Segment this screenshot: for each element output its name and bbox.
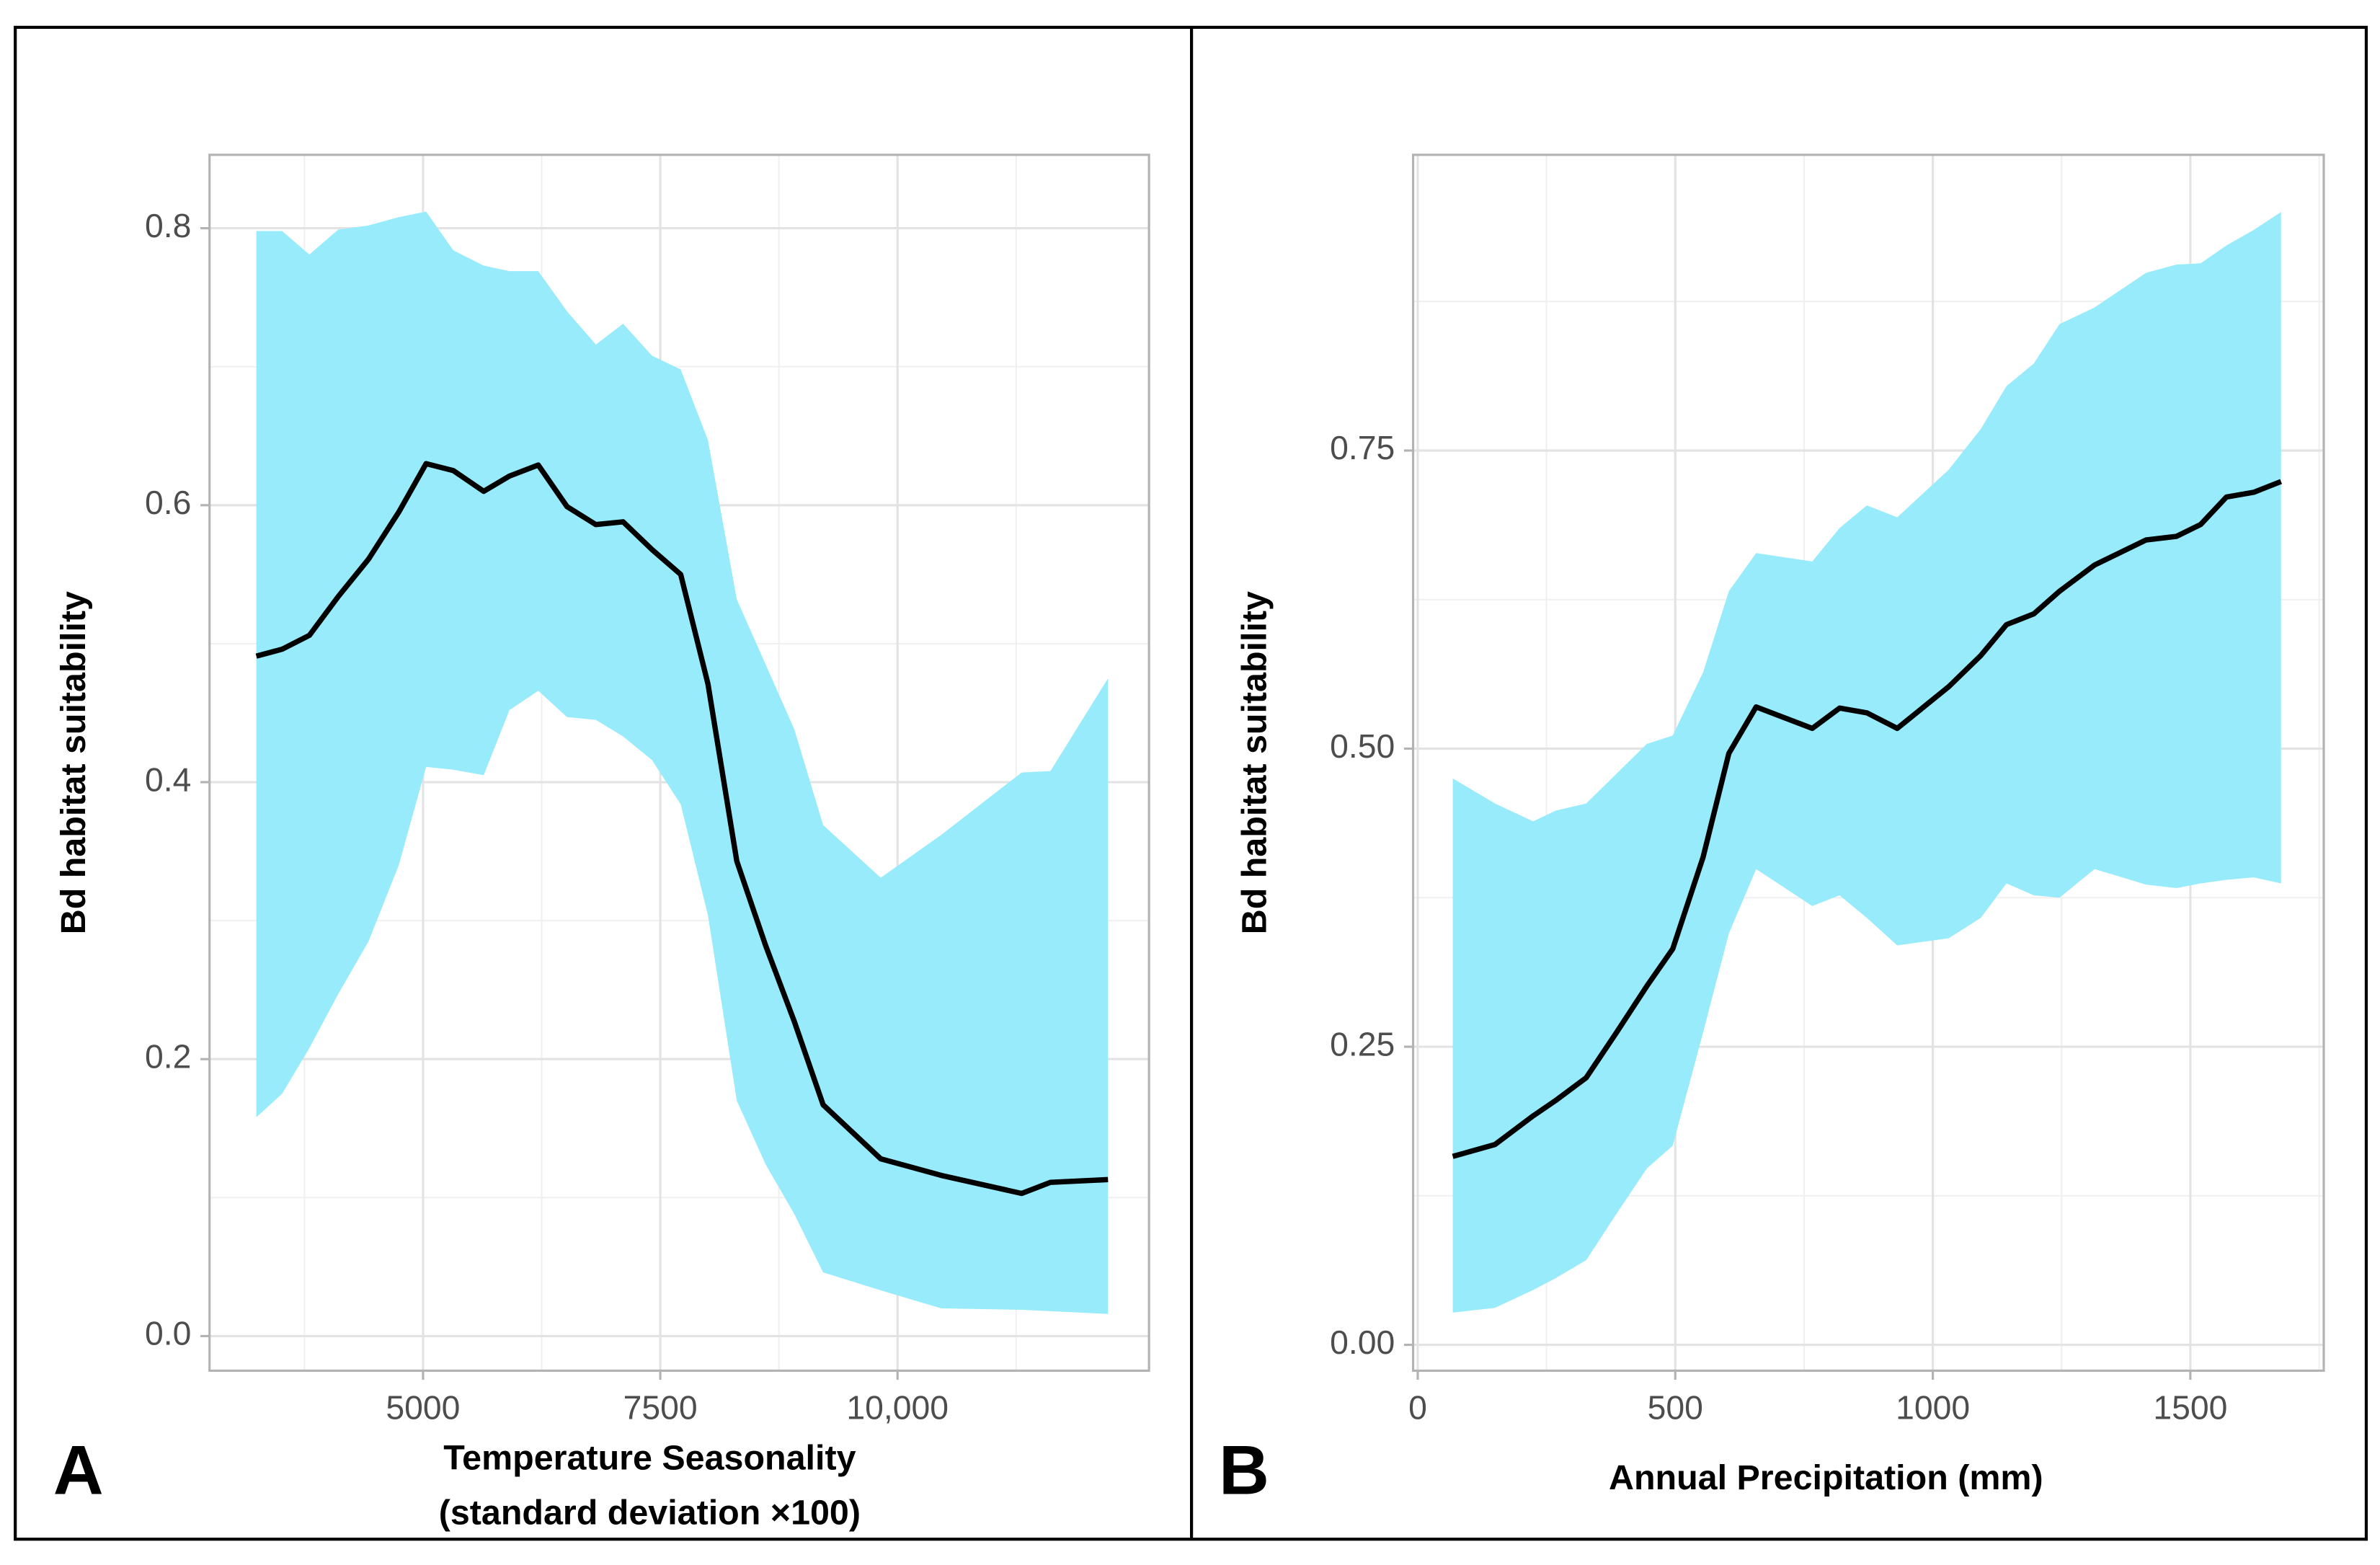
x-axis-title: (standard deviation ×100): [439, 1493, 861, 1532]
y-tick-label: 0.75: [1330, 429, 1395, 466]
confidence-band: [1452, 212, 2281, 1313]
y-tick-label: 0.50: [1330, 727, 1395, 765]
mean-line: [255, 461, 1109, 1197]
y-tick-label: 0.4: [145, 761, 191, 798]
y-tick-label: 0.6: [145, 484, 191, 521]
x-tick-label: 0: [1408, 1388, 1427, 1426]
x-tick-label: 1000: [1896, 1388, 1970, 1426]
y-tick-label: 0.0: [145, 1315, 191, 1352]
x-tick-label: 1500: [2153, 1388, 2227, 1426]
panel-label: A: [53, 1430, 104, 1509]
x-tick-label: 5000: [386, 1388, 460, 1426]
x-axis-title: Annual Precipitation (mm): [1609, 1458, 2043, 1497]
mean-line: [1452, 479, 2283, 1159]
x-axis-title: Temperature Seasonality: [443, 1439, 856, 1478]
confidence-band: [256, 211, 1109, 1314]
plot-border: [208, 154, 1150, 1373]
y-axis-title: Bd habitat suitability: [1235, 591, 1274, 934]
y-tick-label: 0.2: [145, 1037, 191, 1075]
y-tick-label: 0.00: [1330, 1324, 1395, 1361]
y-axis-title: Bd habitat suitability: [54, 591, 93, 934]
y-tick-label: 0.8: [145, 207, 191, 244]
plot-border: [1411, 154, 2325, 1373]
x-tick-label: 10,000: [846, 1388, 949, 1426]
x-tick-label: 7500: [623, 1388, 698, 1426]
x-tick-label: 500: [1648, 1388, 1703, 1426]
y-tick-label: 0.25: [1330, 1025, 1395, 1063]
panel-label: B: [1219, 1430, 1269, 1509]
